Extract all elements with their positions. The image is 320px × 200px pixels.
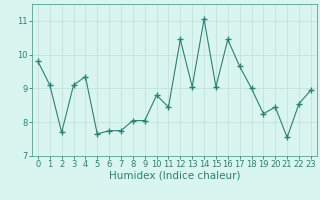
X-axis label: Humidex (Indice chaleur): Humidex (Indice chaleur) bbox=[109, 171, 240, 181]
